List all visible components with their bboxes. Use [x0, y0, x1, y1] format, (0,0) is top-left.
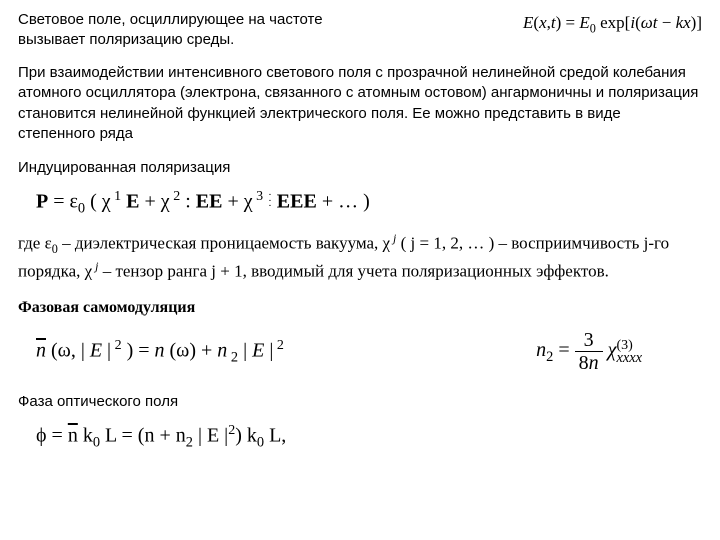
- equation-phase: ϕ = n k0 L = (n + n2 | E |2) k0 L,: [36, 422, 702, 452]
- header-text: Световое поле, осциллирующее на частоте …: [18, 10, 323, 49]
- equation-polarization: P = ε0 ( χ 1 E + χ 2 : EE + χ 3 ··· EEE …: [36, 188, 702, 218]
- equation-nbar: n (ω, | E | 2 ) = n (ω) + n 2 | E | 2: [36, 337, 284, 367]
- body-paragraph: При взаимодействии интенсивного световог…: [18, 63, 702, 144]
- phase-heading: Фаза оптического поля: [18, 392, 702, 412]
- header-line1: Световое поле, осциллирующее на частоте: [18, 11, 323, 28]
- equation-description: где ε0 – диэлектрическая проницаемость в…: [18, 230, 702, 285]
- equation-ext: E(x,t) = E0 exp[i(ωt − kx)]: [523, 10, 702, 37]
- induced-heading: Индуцированная поляризация: [18, 158, 702, 178]
- header-line2: вызывает поляризацию среды.: [18, 31, 234, 48]
- equation-n2: n2 = 38n χ(3)xxxx: [536, 329, 702, 374]
- selfmod-heading: Фазовая самомодуляция: [18, 298, 702, 319]
